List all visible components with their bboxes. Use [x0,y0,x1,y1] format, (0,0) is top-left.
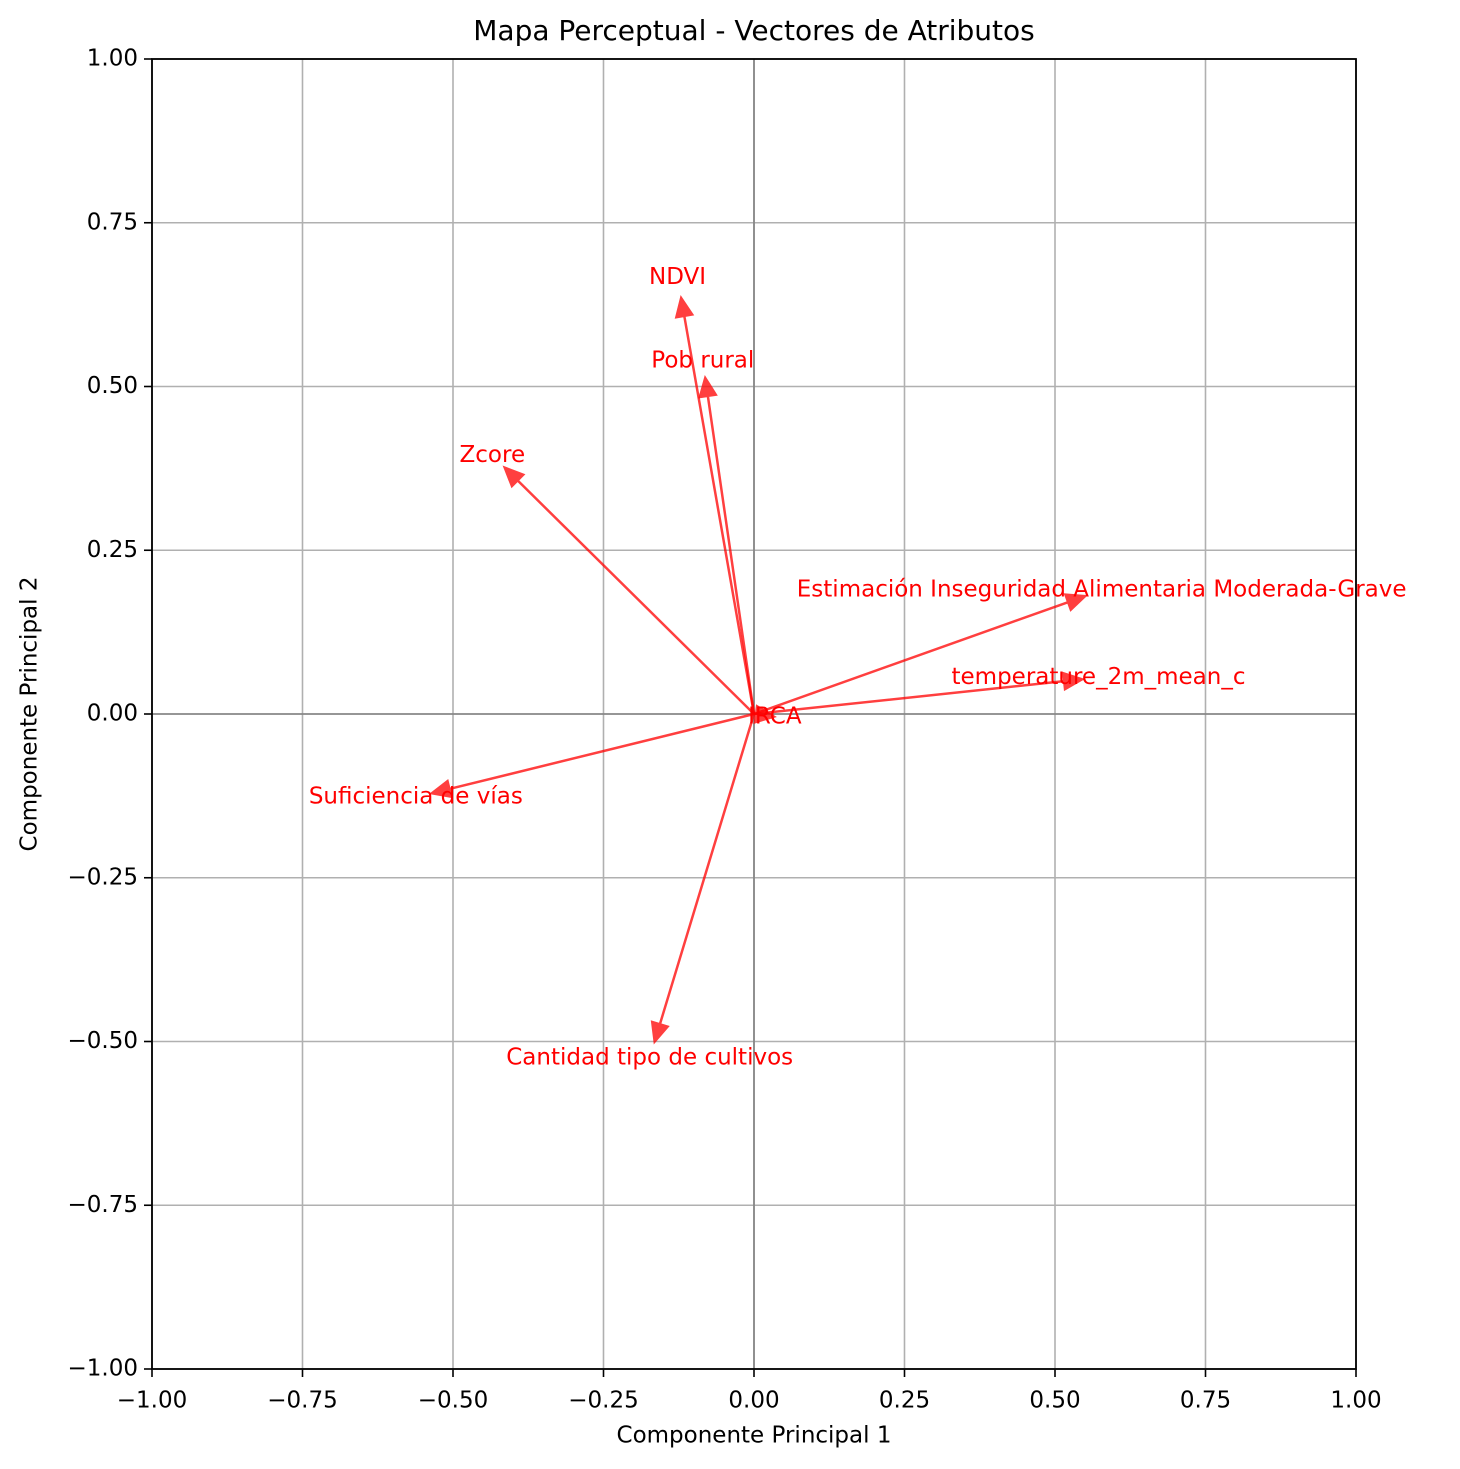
x-axis-label: Componente Principal 1 [617,1423,892,1449]
x-tick-label: 0.00 [728,1388,779,1414]
x-tick-label: −0.75 [267,1388,337,1414]
vector-arrow [753,593,1088,716]
x-tick-label: 0.25 [879,1388,930,1414]
plot-frame [151,58,1357,1370]
y-tick-label: −0.50 [68,1028,138,1054]
x-tick-label: 0.75 [1180,1388,1231,1414]
vector-arrow [650,713,756,1045]
y-tick-label: −0.75 [68,1192,138,1218]
vector-label: Suficiencia de vías [309,784,523,810]
x-tick-label: 1.00 [1330,1388,1381,1414]
y-tick-label: 0.00 [87,701,138,727]
x-tick-label: −1.00 [117,1388,187,1414]
vector-arrow [753,704,777,724]
y-tick-label: −1.00 [68,1356,138,1382]
y-axis-label: Componente Principal 2 [17,577,43,852]
x-tick-label: 0.50 [1029,1388,1080,1414]
y-tick-label: 1.00 [87,46,138,72]
vector-label: Zcore [460,442,526,468]
vector-arrow [428,712,755,799]
x-tick-label: −0.50 [418,1388,488,1414]
y-tick-label: 0.25 [87,537,138,563]
y-tick-label: 0.50 [87,373,138,399]
vector-label: Estimación Inseguridad Alimentaria Moder… [797,577,1407,603]
vector-arrow [753,671,1086,716]
vector-label: Cantidad tipo de cultivos [506,1044,793,1070]
vector-label: NDVI [649,264,706,290]
vector-arrow [502,465,755,715]
vector-arrow [698,374,756,715]
y-tick-label: 0.75 [87,209,138,235]
vector-label: IRCA [748,703,802,729]
chart-title: Mapa Perceptual - Vectores de Atributos [473,14,1035,47]
y-tick-label: −0.25 [68,864,138,890]
vector-label: Pob rural [651,348,754,374]
vector-arrow [674,295,756,715]
x-tick-label: −0.25 [568,1388,638,1414]
vector-label: temperature_2m_mean_c [952,664,1246,690]
